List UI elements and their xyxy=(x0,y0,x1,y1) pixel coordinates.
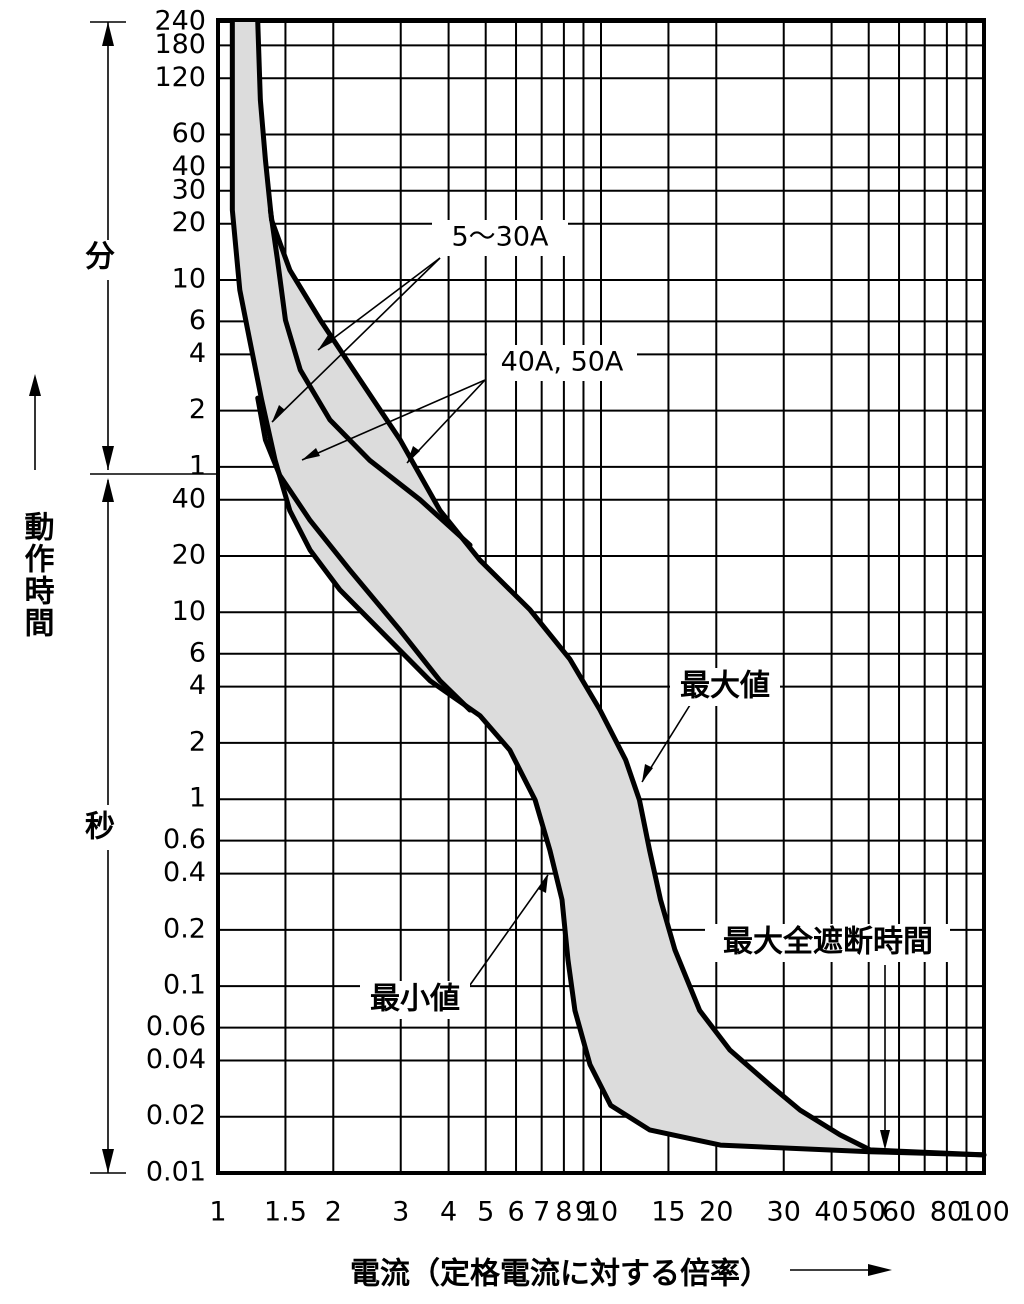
x-tick-label: 1 xyxy=(209,1197,226,1228)
curve xyxy=(255,19,987,1158)
unit-scale xyxy=(29,21,218,1174)
y-tick-label: 0.6 xyxy=(163,824,206,855)
unit-label: 分 xyxy=(85,240,115,275)
y-tick-label: 4 xyxy=(189,670,206,701)
x-tick-label: 30 xyxy=(767,1197,801,1228)
x-tick-label: 5 xyxy=(477,1197,494,1228)
curve xyxy=(229,19,987,1158)
y-tick-label: 1 xyxy=(189,450,206,481)
y-tick-label: 2 xyxy=(189,726,206,757)
curve xyxy=(255,395,473,713)
x-tick-label: 20 xyxy=(699,1197,733,1228)
y-tick-label: 6 xyxy=(189,637,206,668)
annotation-arrows xyxy=(271,257,890,1150)
plot-frame xyxy=(216,18,986,1175)
x-tick-label: 10 xyxy=(584,1197,618,1228)
x-tick-label: 7 xyxy=(533,1197,550,1228)
y-tick-label: 6 xyxy=(189,305,206,336)
y-tick-label: 20 xyxy=(172,540,206,571)
y-tick-label: 40 xyxy=(172,483,206,514)
x-tick-label: 80 xyxy=(930,1197,964,1228)
x-tick-label: 15 xyxy=(651,1197,685,1228)
grid xyxy=(217,21,985,1174)
y-tick-label: 0.4 xyxy=(163,857,206,888)
x-tick-label: 9 xyxy=(575,1197,592,1228)
y-axis-label: 動作時間 xyxy=(19,511,55,639)
x-tick-label: 6 xyxy=(507,1197,524,1228)
y-tick-label: 0.06 xyxy=(146,1011,206,1042)
annotation: 最小値 xyxy=(370,982,460,1017)
annotation: 5〜30A xyxy=(451,222,549,253)
y-tick-label: 120 xyxy=(154,62,206,93)
x-tick-label: 50 xyxy=(852,1197,886,1228)
y-tick-label: 0.1 xyxy=(163,970,206,1001)
x-tick-label: 60 xyxy=(882,1197,916,1228)
y-tick-label: 2 xyxy=(189,394,206,425)
x-tick-label: 4 xyxy=(440,1197,457,1228)
x-axis-label: 電流（定格電流に対する倍率） xyxy=(350,1257,770,1292)
y-tick-label: 1 xyxy=(189,783,206,814)
y-tick-label: 10 xyxy=(172,596,206,627)
y-tick-label: 60 xyxy=(172,118,206,149)
y-tick-label: 240 xyxy=(154,6,206,37)
y-tick-label: 180 xyxy=(154,29,206,60)
y-tick-label: 0.02 xyxy=(146,1100,206,1131)
x-tick-label: 2 xyxy=(325,1197,342,1228)
annotation: 最大値 xyxy=(680,669,770,704)
y-tick-label: 10 xyxy=(172,263,206,294)
unit-label: 秒 xyxy=(85,810,115,845)
curve xyxy=(267,207,473,548)
annotation: 40A, 50A xyxy=(501,347,624,378)
x-tick-label: 100 xyxy=(958,1197,1010,1228)
x-arrow xyxy=(790,1264,892,1276)
x-tick-label: 40 xyxy=(814,1197,848,1228)
x-tick-label: 3 xyxy=(392,1197,409,1228)
y-tick-label: 4 xyxy=(189,338,206,369)
x-tick-label: 8 xyxy=(555,1197,572,1228)
annotation: 最大全遮断時間 xyxy=(723,925,933,960)
y-tick-label: 0.01 xyxy=(146,1157,206,1188)
y-tick-label: 0.2 xyxy=(163,913,206,944)
band-fill xyxy=(232,22,984,1155)
y-tick-label: 0.04 xyxy=(146,1044,206,1075)
x-tick-label: 1.5 xyxy=(264,1197,307,1228)
annotations: 5〜30A 40A, 50A 最大値 最小値 最大全遮断時間 xyxy=(271,220,950,1150)
plot xyxy=(229,19,987,1158)
y-tick-label: 30 xyxy=(172,174,206,205)
y-tick-label: 20 xyxy=(172,207,206,238)
y-tick-label: 40 xyxy=(172,151,206,182)
